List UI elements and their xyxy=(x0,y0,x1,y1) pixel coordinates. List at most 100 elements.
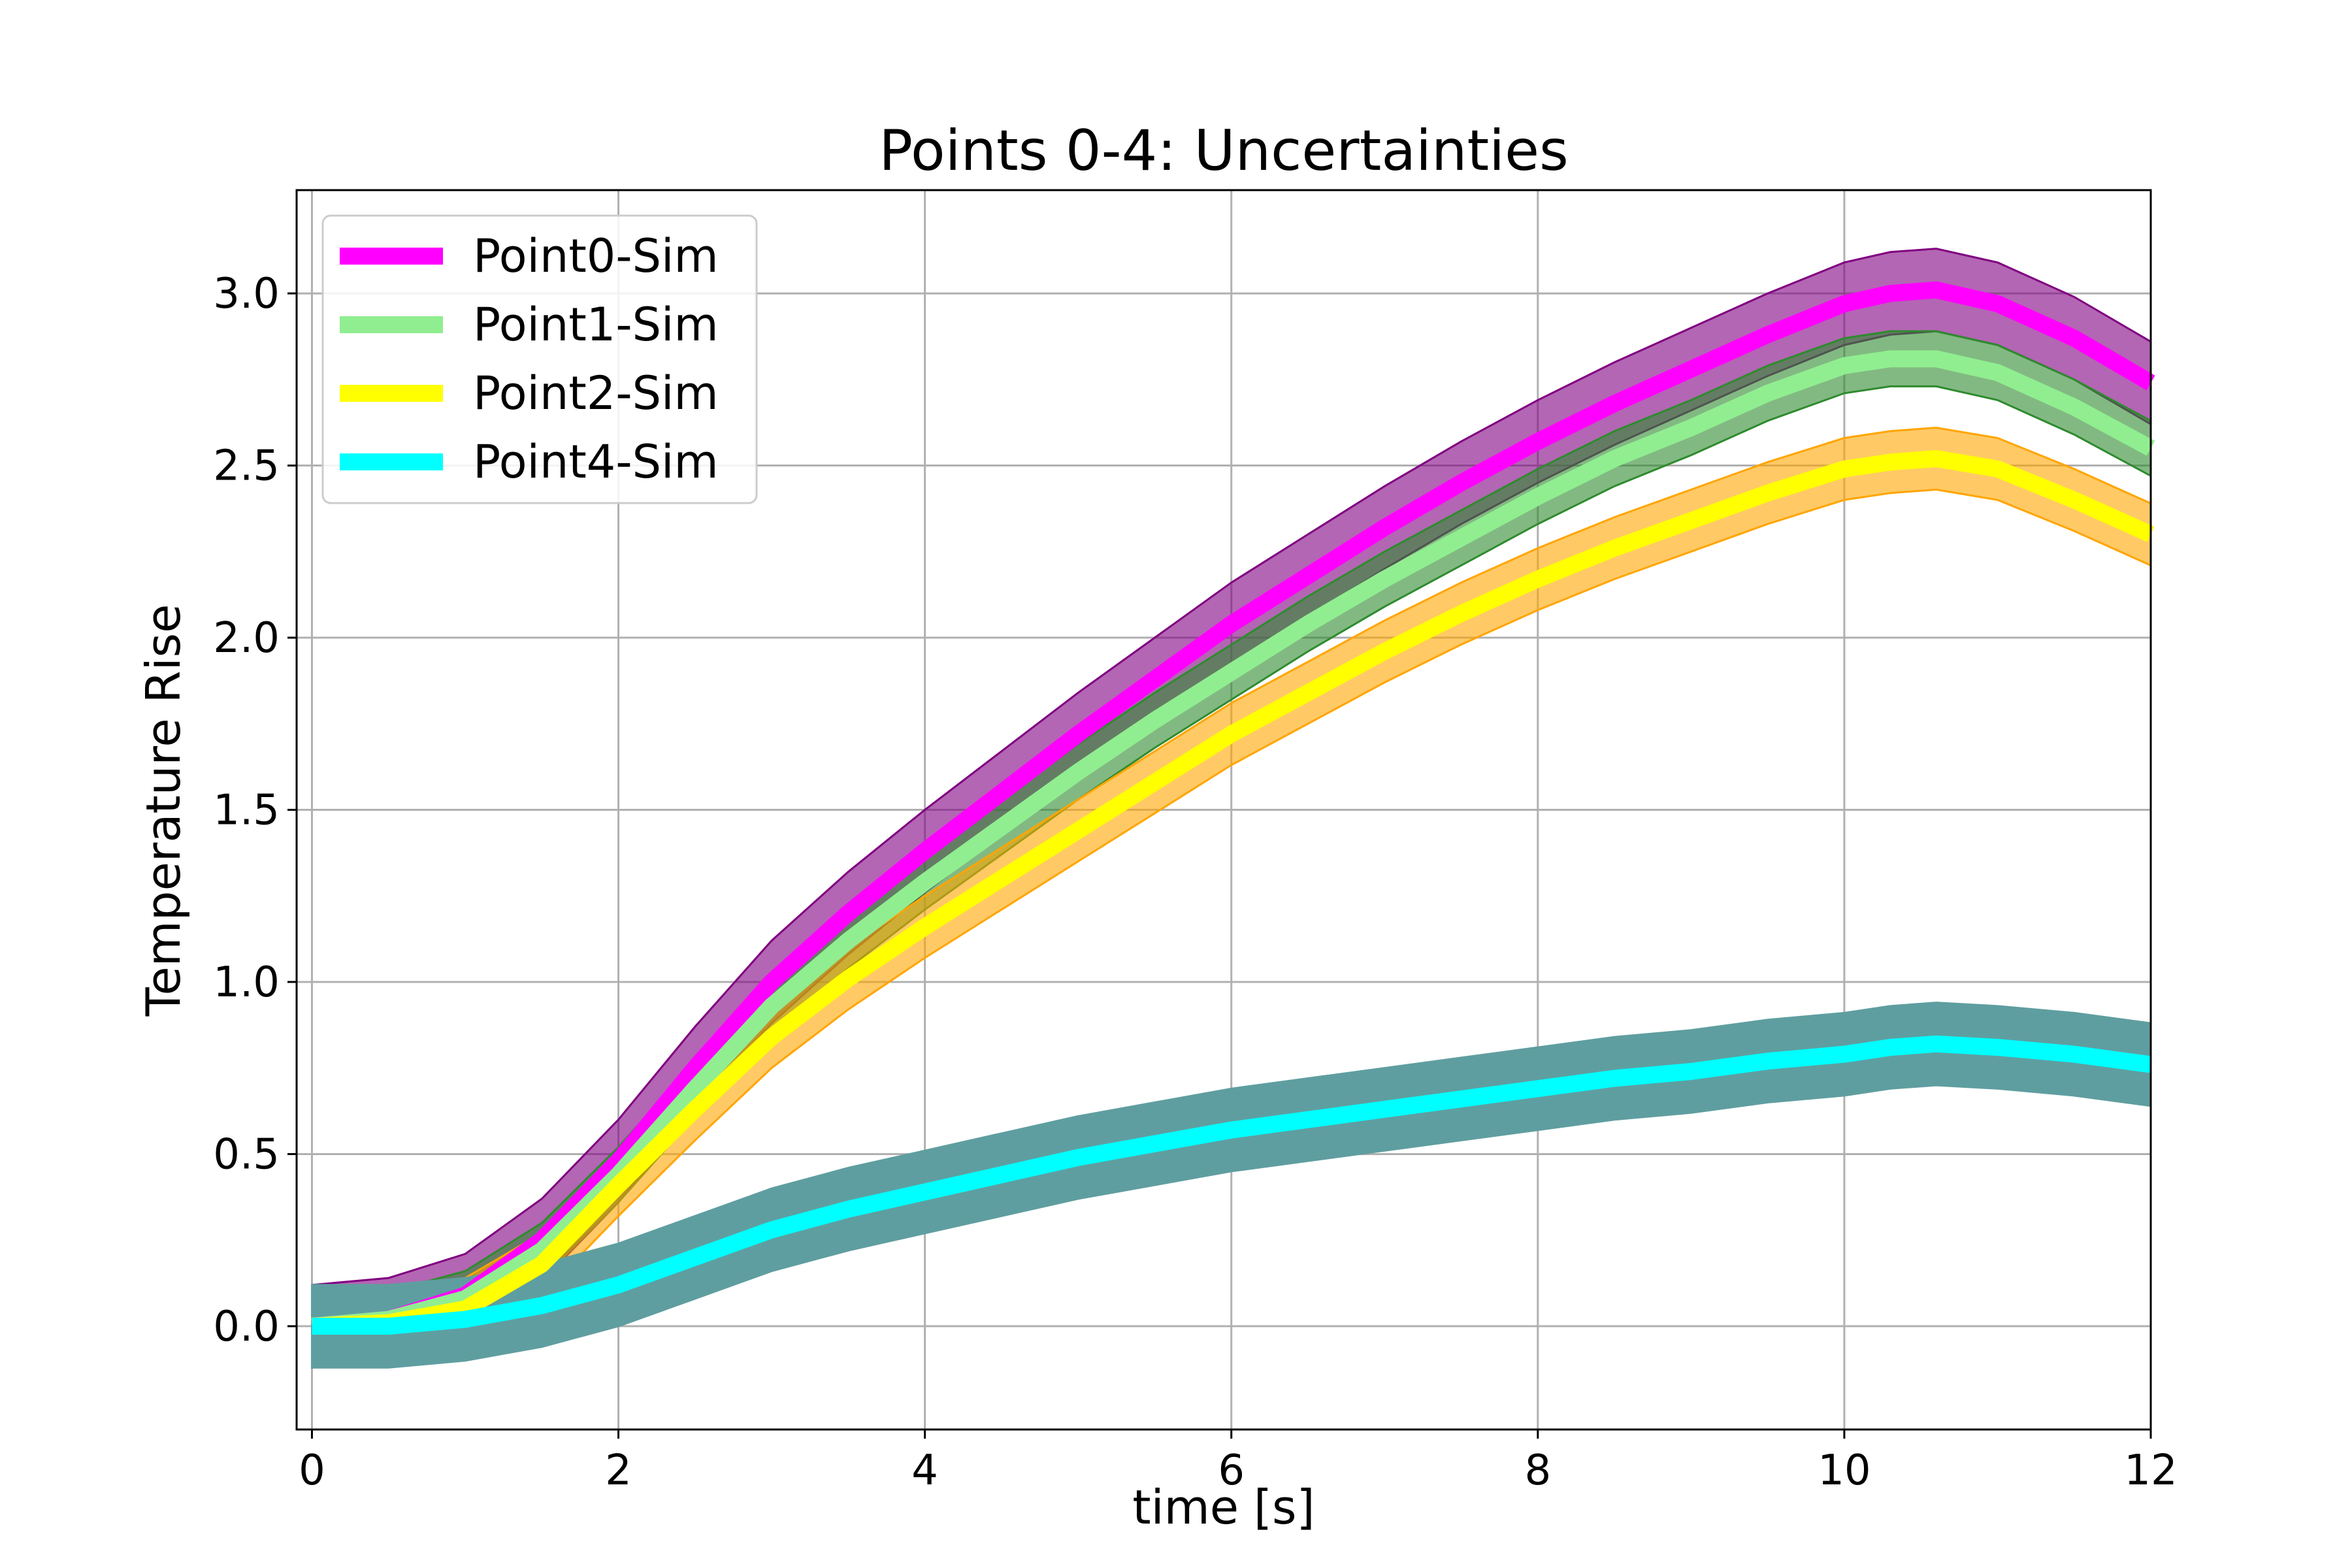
y-tick-label: 2.5 xyxy=(213,442,280,491)
data-point-point2-sim xyxy=(1231,734,1232,735)
data-point-point1-sim xyxy=(1690,427,1691,429)
data-point-point2-sim xyxy=(618,1184,619,1186)
data-point-point1-sim xyxy=(1537,496,1539,497)
data-point-point1-sim xyxy=(1767,393,1769,394)
data-point-point4-sim xyxy=(847,1209,849,1210)
legend-label-point1: Point1-Sim xyxy=(473,298,719,351)
data-point-point0-sim xyxy=(1767,334,1769,335)
data-point-point0-sim xyxy=(847,913,849,914)
data-point-point1-sim xyxy=(1384,578,1385,580)
data-point-point4-sim xyxy=(1461,1098,1462,1100)
data-point-point4-sim xyxy=(1936,1043,1937,1045)
data-point-point2-sim xyxy=(771,1036,772,1037)
data-point-point2-sim xyxy=(1307,692,1309,693)
series-line-point1-sim xyxy=(311,350,2155,1335)
x-tick-label: 8 xyxy=(1524,1446,1551,1495)
data-point-point0-sim xyxy=(1154,678,1156,679)
data-point-point4-sim xyxy=(2074,1054,2075,1055)
data-point-point0-sim xyxy=(1001,792,1002,793)
y-tick-layer: 0.0 0.5 1.0 1.5 2.0 2.5 3.0 xyxy=(213,270,297,1351)
data-point-point4-sim xyxy=(694,1257,696,1258)
data-point-point1-sim xyxy=(771,1005,772,1007)
data-point-point0-sim xyxy=(1461,482,1462,483)
legend: Point0-Sim Point1-Sim Point2-Sim Point4-… xyxy=(321,214,758,504)
data-point-point0-sim xyxy=(2074,338,2075,339)
data-point-point2-sim xyxy=(1537,578,1539,580)
series-line-point2-sim xyxy=(311,450,2155,1335)
y-tick-label: 1.0 xyxy=(213,958,280,1007)
data-point-point1-sim xyxy=(694,1088,696,1089)
series-line-layer xyxy=(311,281,2155,1335)
data-point-point2-sim xyxy=(1614,547,1615,549)
data-point-point4-sim xyxy=(541,1305,542,1306)
data-point-point1-sim xyxy=(1307,623,1309,625)
data-point-point1-sim xyxy=(1231,672,1232,673)
y-tick-label: 3.0 xyxy=(213,270,280,318)
data-point-point4-sim xyxy=(618,1284,619,1286)
data-point-point0-sim xyxy=(1077,734,1079,735)
data-point-point1-sim xyxy=(1461,537,1462,538)
data-point-point4-sim xyxy=(1767,1060,1769,1062)
data-point-point2-sim xyxy=(1461,613,1462,614)
y-tick-label: 2.0 xyxy=(213,614,280,662)
y-tick-label: 0.5 xyxy=(213,1130,280,1179)
data-point-point4-sim xyxy=(1231,1130,1232,1131)
data-point-point4-sim xyxy=(1997,1047,1999,1048)
data-point-point4-sim xyxy=(771,1229,772,1230)
data-point-point0-sim xyxy=(1537,441,1539,442)
data-point-point4-sim xyxy=(388,1326,389,1327)
data-point-point2-sim xyxy=(1384,651,1385,652)
data-point-point1-sim xyxy=(1889,358,1891,359)
data-point-point0-sim xyxy=(924,851,926,852)
x-tick-label: 2 xyxy=(605,1446,632,1495)
data-point-point0-sim xyxy=(1997,303,1999,304)
data-point-point2-sim xyxy=(541,1264,542,1265)
data-point-point1-sim xyxy=(541,1250,542,1251)
data-point-point2-sim xyxy=(1767,493,1769,494)
data-point-point2-sim xyxy=(694,1109,696,1110)
data-point-point0-sim xyxy=(1307,575,1309,576)
data-point-point2-sim xyxy=(924,926,926,928)
legend-label-point2: Point2-Sim xyxy=(473,367,719,420)
data-point-point1-sim xyxy=(2074,406,2075,408)
data-point-point4-sim xyxy=(1690,1071,1691,1072)
data-point-point0-sim xyxy=(694,1068,696,1069)
x-tick-layer: 0 2 4 6 8 10 12 xyxy=(299,1429,2178,1495)
data-point-point0-sim xyxy=(1936,289,1937,291)
data-point-point2-sim xyxy=(1997,468,1999,470)
data-point-point2-sim xyxy=(1844,468,1845,470)
data-point-point1-sim xyxy=(1997,372,1999,373)
data-point-point4-sim xyxy=(1537,1088,1539,1089)
data-point-point4-sim xyxy=(465,1318,466,1320)
y-tick-label: 0.0 xyxy=(213,1303,280,1351)
data-point-point1-sim xyxy=(1844,365,1845,367)
data-point-point4-sim xyxy=(312,1326,313,1327)
data-point-point0-sim xyxy=(1690,368,1691,370)
data-point-point2-sim xyxy=(1690,520,1691,521)
legend-label-point4: Point4-Sim xyxy=(473,435,719,489)
data-point-point2-sim xyxy=(1077,830,1079,831)
data-point-point1-sim xyxy=(1077,772,1079,773)
series-line-point0-sim xyxy=(311,281,2155,1335)
data-point-point1-sim xyxy=(1614,458,1615,459)
data-point-point4-sim xyxy=(1077,1157,1079,1158)
data-point-point4-sim xyxy=(1614,1078,1615,1079)
x-tick-label: 4 xyxy=(911,1446,938,1495)
data-point-point4-sim xyxy=(1001,1174,1002,1175)
data-point-point1-sim xyxy=(1936,358,1937,359)
legend-frame xyxy=(321,214,758,504)
data-point-point2-sim xyxy=(1001,878,1002,879)
data-point-point2-sim xyxy=(847,978,849,979)
data-point-point2-sim xyxy=(1889,461,1891,463)
data-point-point1-sim xyxy=(1001,826,1002,828)
data-point-point0-sim xyxy=(1889,293,1891,294)
data-point-point2-sim xyxy=(465,1309,466,1310)
legend-label-point0: Point0-Sim xyxy=(473,229,719,283)
x-tick-label: 12 xyxy=(2124,1446,2177,1495)
data-point-point4-sim xyxy=(924,1191,926,1192)
x-axis-label: time [s] xyxy=(1132,1480,1315,1535)
data-point-point4-sim xyxy=(1889,1047,1891,1048)
data-point-point0-sim xyxy=(618,1160,619,1162)
chart-title: Points 0-4: Uncertainties xyxy=(879,118,1569,184)
y-tick-label: 1.5 xyxy=(213,787,280,835)
